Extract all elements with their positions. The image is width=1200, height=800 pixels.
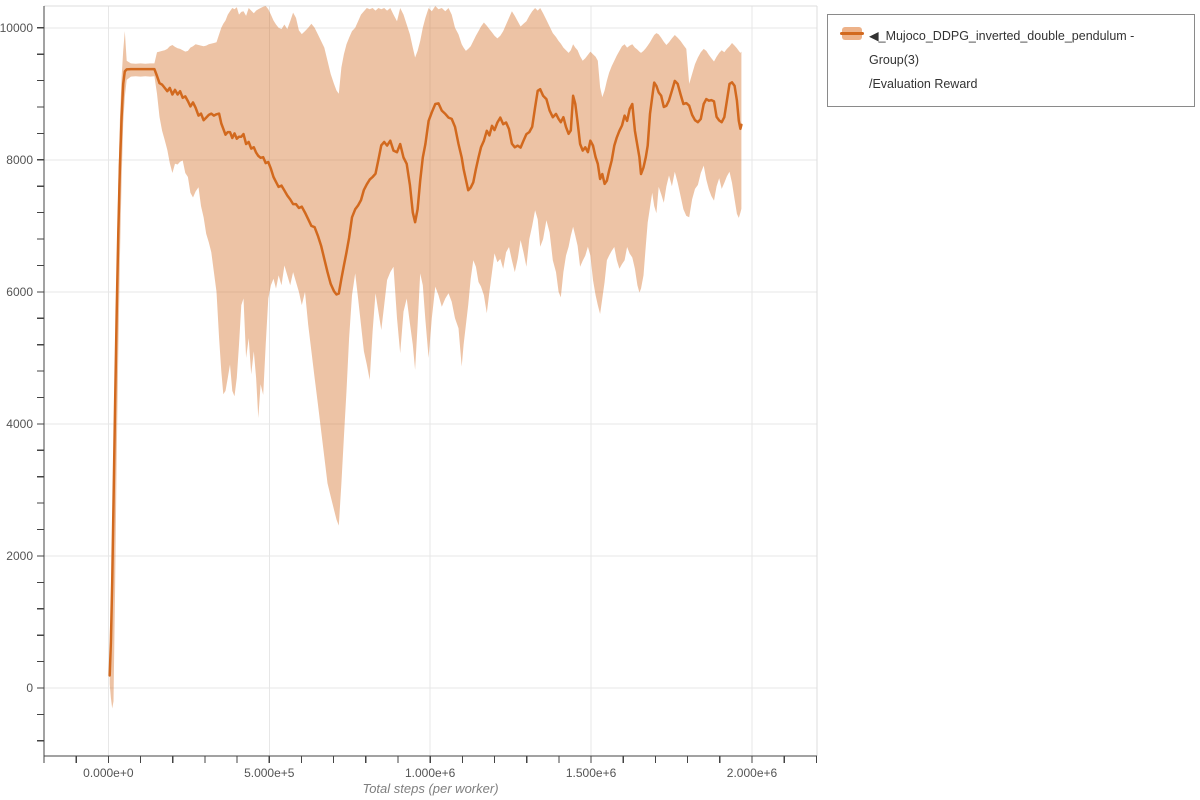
x-tick-label: 1.000e+6	[405, 766, 456, 780]
y-tick-label: 2000	[6, 549, 33, 563]
plot-border	[44, 5, 818, 756]
x-tick-label: 1.500e+6	[566, 766, 617, 780]
legend-item-evaluation-reward[interactable]: ◀_Mujoco_DDPG_inverted_double_pendulum -…	[840, 24, 1182, 96]
x-axis-title: Total steps (per worker)	[362, 781, 499, 796]
tick-marks	[37, 27, 817, 763]
x-tick-label: 0.000e+0	[83, 766, 134, 780]
series-band-swatch-icon	[840, 27, 864, 40]
series-line-swatch-icon	[840, 32, 864, 35]
legend-series-label: ◀_Mujoco_DDPG_inverted_double_pendulum -…	[869, 24, 1182, 96]
gridlines	[44, 6, 817, 756]
x-tick-label: 5.000e+5	[244, 766, 295, 780]
y-tick-label: 0	[26, 681, 33, 695]
legend-series-label-line1: ◀_Mujoco_DDPG_inverted_double_pendulum -…	[869, 29, 1135, 67]
y-tick-label: 6000	[6, 285, 33, 299]
y-tick-label: 10000	[0, 21, 33, 35]
legend-series-label-line2: /Evaluation Reward	[869, 77, 978, 91]
y-tick-label: 4000	[6, 417, 33, 431]
series-mean-line	[108, 67, 743, 677]
tick-labels: 0.000e+0 5.000e+5 1.000e+6 1.500e+6 2.000e+6…	[0, 21, 778, 780]
series-band	[109, 6, 742, 709]
legend: ◀_Mujoco_DDPG_inverted_double_pendulum -…	[827, 14, 1195, 107]
y-tick-label: 8000	[6, 153, 33, 167]
x-tick-label: 2.000e+6	[727, 766, 778, 780]
